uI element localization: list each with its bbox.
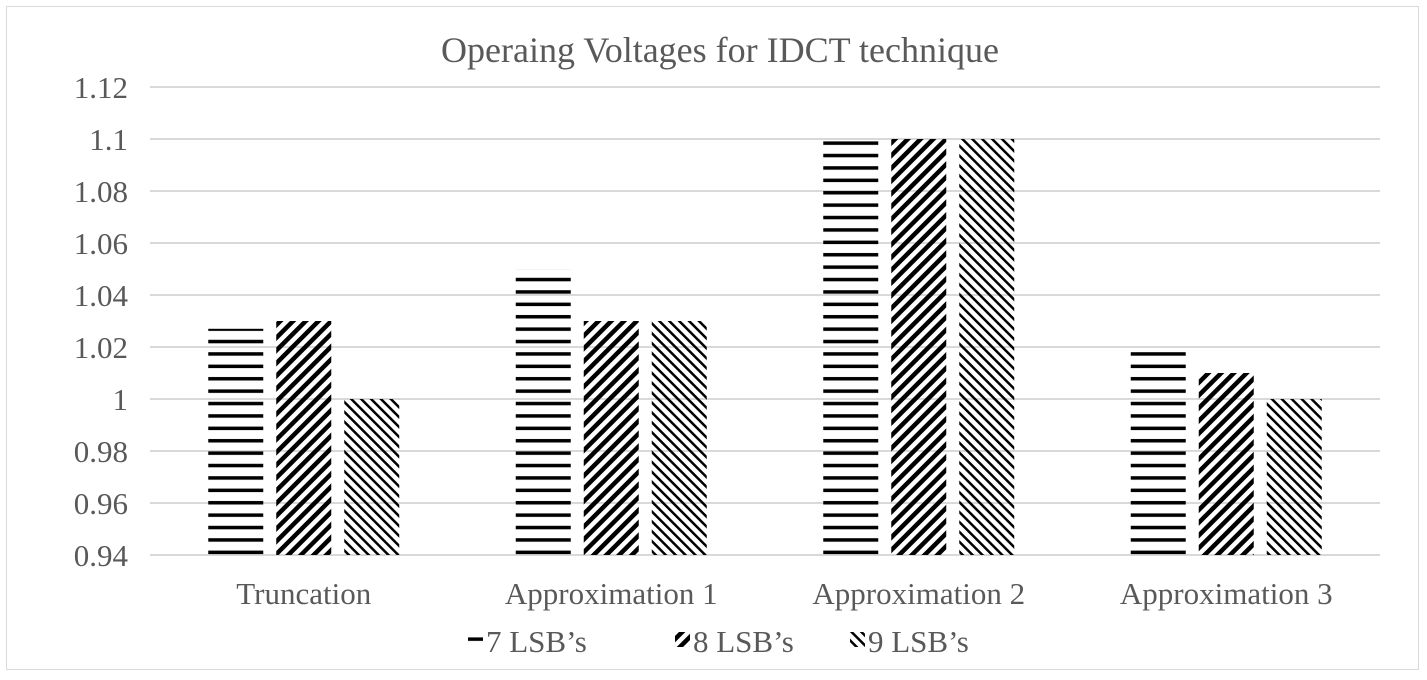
bar-7-lsb — [208, 328, 264, 555]
y-tick-label: 1.12 — [74, 70, 128, 105]
bar-8-lsb — [1198, 373, 1254, 555]
legend-swatch-icon — [468, 632, 483, 647]
bar-8-lsb — [276, 321, 332, 555]
bar-9-lsb — [1266, 399, 1322, 555]
y-tick-label: 1.08 — [74, 174, 128, 209]
x-tick-label: Truncation — [236, 576, 371, 611]
x-tick-label: Approximation 3 — [1120, 576, 1333, 611]
chart-title: Operaing Voltages for IDCT technique — [441, 30, 999, 70]
bar-9-lsb — [651, 321, 707, 555]
y-tick-label: 1.02 — [74, 330, 128, 365]
bar-7-lsb — [823, 139, 879, 555]
legend-label: 7 LSB’s — [486, 624, 587, 659]
chart-frame — [6, 6, 1419, 670]
legend-label: 8 LSB’s — [693, 624, 794, 659]
bar-7-lsb — [515, 269, 571, 555]
bar-9-lsb — [344, 399, 400, 555]
y-tick-label: 1 — [113, 382, 129, 417]
y-tick-label: 1.04 — [74, 278, 129, 313]
legend-swatch-icon — [675, 632, 690, 647]
legend-swatch-icon — [850, 632, 865, 647]
y-tick-label: 0.96 — [74, 486, 128, 521]
x-tick-label: Approximation 1 — [505, 576, 718, 611]
legend-label: 9 LSB’s — [868, 624, 969, 659]
bar-9-lsb — [959, 139, 1015, 555]
y-tick-label: 0.98 — [74, 434, 128, 469]
bar-8-lsb — [583, 321, 639, 555]
y-tick-label: 1.1 — [89, 122, 128, 157]
y-tick-label: 1.06 — [74, 226, 128, 261]
bar-8-lsb — [891, 139, 947, 555]
y-tick-label: 0.94 — [74, 538, 129, 573]
bar-7-lsb — [1130, 347, 1186, 555]
x-tick-label: Approximation 2 — [812, 576, 1025, 611]
